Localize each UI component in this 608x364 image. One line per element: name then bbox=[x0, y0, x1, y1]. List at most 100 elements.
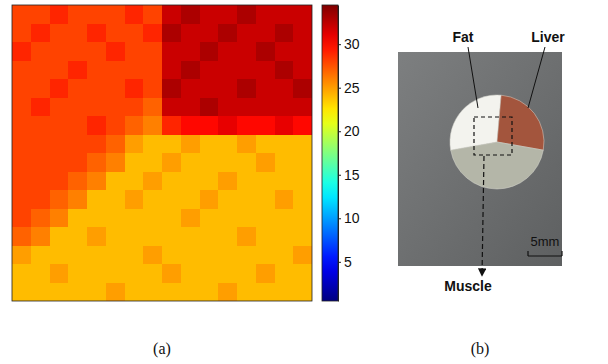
heatmap-cell bbox=[106, 264, 125, 283]
leader-line bbox=[528, 47, 545, 108]
heatmap-cell bbox=[12, 98, 31, 117]
heatmap-cell bbox=[106, 246, 125, 265]
heatmap-cell bbox=[275, 172, 294, 191]
heatmap-cell bbox=[275, 209, 294, 228]
heatmap-cell bbox=[162, 209, 181, 228]
heatmap-cell bbox=[50, 24, 69, 43]
scale-bar bbox=[528, 255, 562, 256]
heatmap-cell bbox=[50, 227, 69, 246]
heatmap-cell bbox=[125, 24, 144, 43]
heatmap-cell bbox=[50, 246, 69, 265]
heatmap-cell bbox=[12, 227, 31, 246]
heatmap-cell bbox=[68, 116, 87, 135]
heatmap-cell bbox=[143, 24, 162, 43]
figure: 51015202530(a)(b)5mmFatLiverMuscle bbox=[0, 0, 608, 364]
heatmap-cell bbox=[31, 5, 50, 24]
heatmap-cell bbox=[106, 172, 125, 191]
scale-bar bbox=[561, 251, 562, 256]
heatmap-cell bbox=[237, 227, 256, 246]
heatmap-cell bbox=[200, 246, 219, 265]
colorbar-tick-label: 25 bbox=[344, 80, 360, 96]
heatmap-cell bbox=[31, 264, 50, 283]
heatmap-cell bbox=[87, 24, 106, 43]
heatmap-cell bbox=[237, 172, 256, 191]
heatmap-cell bbox=[293, 227, 312, 246]
colorbar-tick-label: 10 bbox=[344, 210, 360, 226]
heatmap-cell bbox=[50, 79, 69, 98]
heatmap-cell bbox=[293, 190, 312, 209]
heatmap-cell bbox=[87, 172, 106, 191]
heatmap-cell bbox=[218, 42, 237, 61]
heatmap-cell bbox=[181, 209, 200, 228]
heatmap-cell bbox=[50, 172, 69, 191]
heatmap-cell bbox=[293, 79, 312, 98]
heatmap-cell bbox=[181, 172, 200, 191]
heatmap-cell bbox=[200, 227, 219, 246]
heatmap-cell bbox=[31, 61, 50, 80]
heatmap-cell bbox=[218, 98, 237, 117]
heatmap-cell bbox=[181, 246, 200, 265]
heatmap-cell bbox=[200, 61, 219, 80]
heatmap-cell bbox=[275, 153, 294, 172]
heatmap-cell bbox=[293, 5, 312, 24]
leader-line bbox=[468, 47, 478, 108]
heatmap-cell bbox=[68, 172, 87, 191]
heatmap-cell bbox=[256, 5, 275, 24]
heatmap-cell bbox=[87, 5, 106, 24]
heatmap-cell bbox=[50, 116, 69, 135]
heatmap-cell bbox=[106, 5, 125, 24]
colorbar-tick-mark bbox=[338, 88, 341, 89]
scale-bar bbox=[527, 251, 528, 256]
arrow bbox=[482, 156, 484, 276]
heatmap-cell bbox=[12, 61, 31, 80]
heatmap-cell bbox=[293, 42, 312, 61]
heatmap-cell bbox=[68, 42, 87, 61]
heatmap-cell bbox=[256, 153, 275, 172]
heatmap-cell bbox=[87, 209, 106, 228]
heatmap-cell bbox=[68, 98, 87, 117]
heatmap-cell bbox=[68, 283, 87, 302]
heatmap-cell bbox=[218, 116, 237, 135]
heatmap-cell bbox=[31, 42, 50, 61]
heatmap-cell bbox=[293, 209, 312, 228]
heatmap-cell bbox=[162, 24, 181, 43]
heatmap-cell bbox=[275, 190, 294, 209]
heatmap-cell bbox=[275, 135, 294, 154]
heatmap-cell bbox=[68, 5, 87, 24]
heatmap-cell bbox=[31, 209, 50, 228]
heatmap-cell bbox=[87, 116, 106, 135]
heatmap-cell bbox=[12, 264, 31, 283]
heatmap-cell bbox=[200, 79, 219, 98]
colorbar-tick-mark bbox=[338, 44, 341, 45]
heatmap-cell bbox=[31, 283, 50, 302]
heatmap-cell bbox=[87, 283, 106, 302]
heatmap-cell bbox=[31, 98, 50, 117]
heatmap-cell bbox=[200, 264, 219, 283]
heatmap-cell bbox=[87, 79, 106, 98]
heatmap-cell bbox=[68, 135, 87, 154]
heatmap-cell bbox=[106, 283, 125, 302]
heatmap-cell bbox=[218, 190, 237, 209]
heatmap-cell bbox=[237, 98, 256, 117]
heatmap-cell bbox=[143, 283, 162, 302]
heatmap-cell bbox=[293, 116, 312, 135]
heatmap-cell bbox=[68, 246, 87, 265]
photo: 5mmFatLiverMuscle bbox=[398, 29, 565, 294]
heatmap-cell bbox=[237, 79, 256, 98]
heatmap-cell bbox=[125, 209, 144, 228]
heatmap-cell bbox=[125, 153, 144, 172]
heatmap-cell bbox=[106, 116, 125, 135]
tissue-label: Muscle bbox=[444, 278, 492, 294]
heatmap-cell bbox=[12, 246, 31, 265]
heatmap-cell bbox=[125, 246, 144, 265]
heatmap-cell bbox=[50, 264, 69, 283]
heatmap-cell bbox=[31, 190, 50, 209]
colorbar-tick-mark bbox=[338, 218, 341, 219]
heatmap-cell bbox=[31, 227, 50, 246]
heatmap-cell bbox=[218, 61, 237, 80]
heatmap-cell bbox=[143, 172, 162, 191]
heatmap-cell bbox=[125, 172, 144, 191]
heatmap-cell bbox=[12, 190, 31, 209]
heatmap-cell bbox=[293, 153, 312, 172]
heatmap-cell bbox=[31, 172, 50, 191]
